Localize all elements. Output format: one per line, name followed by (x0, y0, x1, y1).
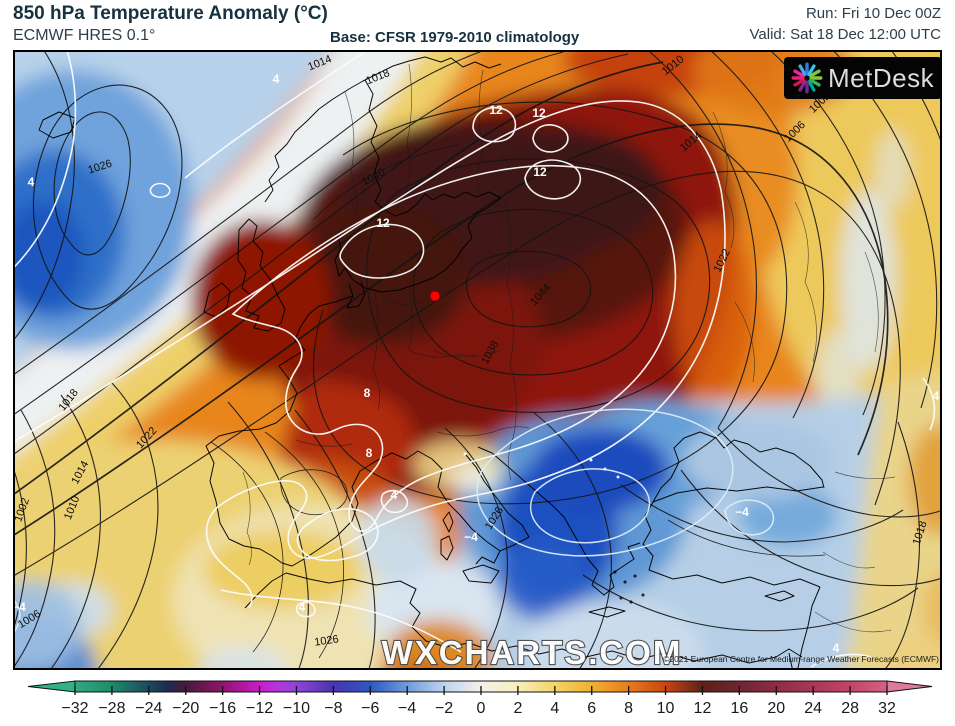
map-frame: 1026 1014 1018 1040 1044 1038 1010 1002 1006 1014… (13, 50, 942, 670)
colorbar-ticks (74, 686, 888, 695)
colorbar-tick-label: 10 (657, 700, 675, 717)
chart-header: 850 hPa Temperature Anomaly (°C) ECMWF H… (0, 0, 955, 50)
colorbar-tick-label: 8 (624, 700, 633, 717)
anomaly-map: 1026101410181040104410381010100210061014… (13, 50, 942, 670)
snow-specks (463, 452, 620, 479)
colorbar-tick-label: 16 (730, 700, 748, 717)
colorbar-tick-label: −6 (361, 700, 379, 717)
anomaly-label: 4 (28, 175, 35, 189)
anomaly-field (13, 50, 942, 670)
anomaly-label: −4 (13, 600, 26, 614)
colorbar: −32 −28 −24 −20 −16 −12 −10 −8 −6 −4 −2 0 2 4 6 8 10 12 16… (0, 670, 955, 721)
anomaly-label: 8 (364, 386, 371, 400)
anomaly-label-group: 4 4 12 12 12 12 8 8 4 4 −4 −4 −4 4 4 (13, 72, 940, 655)
starburst-icon (791, 62, 823, 94)
anomaly-label: 4 (833, 641, 840, 655)
colorbar-tick-label: 20 (767, 700, 785, 717)
cold-anomaly-contours (13, 408, 775, 635)
colorbar-tick-label: −20 (172, 700, 199, 717)
colorbar-tick-label: 28 (841, 700, 859, 717)
colorbar-tick-label: −2 (435, 700, 453, 717)
coastlines (38, 56, 825, 670)
colorbar-tick-label: 0 (477, 700, 486, 717)
page-title: 850 hPa Temperature Anomaly (°C) (13, 3, 328, 24)
colorbar-tick-label: −12 (246, 700, 273, 717)
valid-label: Valid: Sat 18 Dec 12:00 UTC (749, 26, 941, 43)
anomaly-label: 12 (489, 103, 503, 117)
colorbar-tick-label: −8 (324, 700, 342, 717)
location-marker (429, 290, 441, 302)
colorbar-right-arrow (886, 680, 933, 693)
colorbar-tick-label: −10 (283, 700, 310, 717)
anomaly-label: 4 (299, 600, 306, 614)
colorbar-left-arrow (27, 680, 76, 693)
anomaly-label: −4 (735, 505, 749, 519)
colorbar-tick-label: 4 (550, 700, 559, 717)
colorbar-tick-label: −4 (398, 700, 416, 717)
colorbar-tick-label: 6 (587, 700, 596, 717)
colorbar-tick-label: 24 (804, 700, 822, 717)
run-label: Run: Fri 10 Dec 00Z (805, 5, 941, 22)
metdesk-logo: MetDesk (784, 57, 942, 99)
anomaly-label: −4 (464, 530, 478, 544)
colorbar-tick-label: 12 (694, 700, 712, 717)
model-label: ECMWF HRES 0.1° (13, 27, 156, 44)
country-borders (242, 63, 896, 633)
map-border (13, 50, 942, 670)
copyright-text: ©2021 European Centre for Medium-range W… (663, 654, 939, 664)
colorbar-svg: −32 −28 −24 −20 −16 −12 −10 −8 −6 −4 −2 0 2 4 6 8 10 12 16… (27, 680, 933, 717)
colorbar-tick-label: −16 (209, 700, 236, 717)
anomaly-label: 4 (933, 389, 940, 403)
anomaly-label: 4 (391, 488, 398, 502)
watermark: WXCHARTS.COM (382, 634, 683, 670)
anomaly-contours (13, 50, 936, 668)
pressure-label: 1026 (314, 633, 340, 648)
colorbar-tick-label: 2 (513, 700, 522, 717)
run-valid-block: Run: Fri 10 Dec 00Z Valid: Sat 18 Dec 12… (750, 3, 941, 45)
colorbar-tick-label: 32 (878, 700, 896, 717)
colorbar-tick-label: −24 (135, 700, 162, 717)
colorbar-tick-labels: −32 −28 −24 −20 −16 −12 −10 −8 −6 −4 −2 0 2 4 6 8 10 12 16… (61, 700, 896, 717)
anomaly-label: 12 (532, 106, 546, 120)
anomaly-label: 4 (273, 72, 280, 86)
anomaly-label: 12 (376, 216, 390, 230)
anomaly-label: 8 (366, 446, 373, 460)
anomaly-label: 12 (533, 165, 547, 179)
colorbar-tick-label: −32 (61, 700, 88, 717)
metdesk-logo-text: MetDesk (828, 62, 935, 93)
base-climatology-label: Base: CFSR 1979-2010 climatology (330, 29, 580, 46)
colorbar-tick-label: −28 (98, 700, 125, 717)
